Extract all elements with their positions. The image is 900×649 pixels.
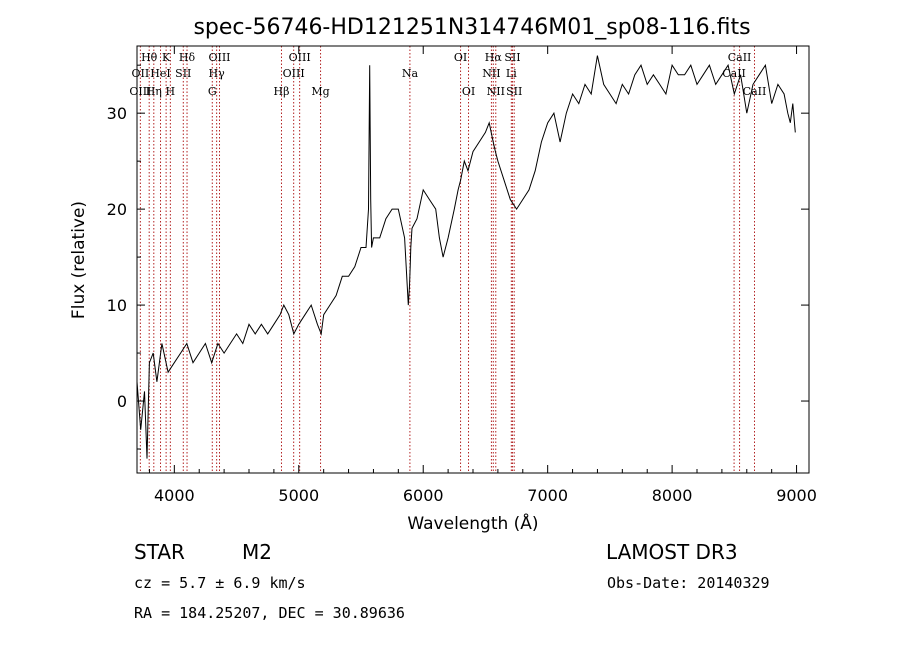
spectral-line-markers xyxy=(139,46,755,473)
spectral-line-label: OI xyxy=(462,85,475,98)
spectral-line-label: OIII xyxy=(208,51,230,64)
y-axis: 0 10 20 30 xyxy=(107,64,809,450)
spectral-line-label: NII xyxy=(482,67,500,80)
spectral-line-label: OIII xyxy=(289,51,311,64)
object-class: STAR xyxy=(134,540,185,564)
spectral-line-label: Hδ xyxy=(179,51,196,64)
x-tick-label: 9000 xyxy=(776,486,817,505)
x-tick-label: 5000 xyxy=(278,486,319,505)
spectral-line-label: Hα xyxy=(485,51,503,64)
spectral-line-label: OI xyxy=(454,51,467,64)
spectral-line-label: OIII xyxy=(129,85,151,98)
spectral-line-label: H xyxy=(166,85,176,98)
y-tick-label: 30 xyxy=(107,104,127,123)
x-tick-label: 8000 xyxy=(652,486,693,505)
spectral-line-label: Mg xyxy=(311,85,329,98)
spectral-line-label: NII xyxy=(487,85,505,98)
spectral-line-label: Hθ xyxy=(141,51,158,64)
x-tick-label: 7000 xyxy=(527,486,568,505)
coordinates: RA = 184.25207, DEC = 30.89636 xyxy=(134,604,405,622)
redshift-velocity: cz = 5.7 ± 6.9 km/s xyxy=(134,574,306,592)
x-tick-label: 6000 xyxy=(403,486,444,505)
spectral-line-label: Na xyxy=(402,67,419,80)
x-tick-label: 4000 xyxy=(154,486,195,505)
y-tick-label: 0 xyxy=(117,392,127,411)
y-axis-label: Flux (relative) xyxy=(69,201,89,319)
survey-name: LAMOST DR3 xyxy=(606,540,738,564)
spectral-line-label: Hγ xyxy=(209,67,226,80)
flux-series-line xyxy=(136,55,796,459)
spectral-line-label: OIII xyxy=(283,67,305,80)
spectral-line-label: Hβ xyxy=(274,85,290,98)
spectral-line-label: K xyxy=(162,51,171,64)
spectral-line-label: SII xyxy=(504,51,520,64)
x-axis-label: Wavelength (Å) xyxy=(407,512,538,534)
x-axis: 4000 5000 6000 7000 8000 9000 xyxy=(148,46,817,505)
spectral-line-label: Li xyxy=(506,67,517,80)
chart-title: spec-56746-HD121251N314746M01_sp08-116.f… xyxy=(193,15,750,40)
spectral-line-label: OII xyxy=(132,67,150,80)
spectral-line-label: CaII xyxy=(728,51,752,64)
spectral-line-label: SII xyxy=(175,67,191,80)
spectral-line-label: G xyxy=(208,85,217,98)
spectral-line-label: HeI xyxy=(150,67,170,80)
plot-frame xyxy=(136,45,810,474)
spectral-line-label: Hη xyxy=(146,85,162,98)
y-tick-label: 10 xyxy=(107,296,127,315)
y-tick-label: 20 xyxy=(107,200,127,219)
spectral-line-label: SII xyxy=(506,85,522,98)
object-subclass: M2 xyxy=(242,540,272,564)
spectral-line-label: CaII xyxy=(743,85,767,98)
series-group xyxy=(136,55,796,459)
observation-date: Obs-Date: 20140329 xyxy=(607,574,770,592)
